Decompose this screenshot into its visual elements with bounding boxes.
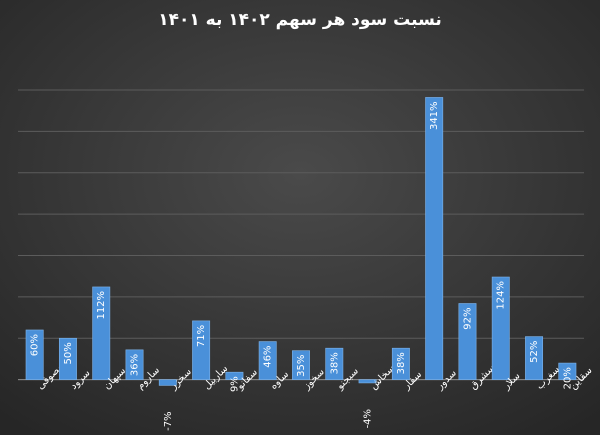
bar xyxy=(325,347,344,380)
bar xyxy=(358,379,377,384)
value-label: 92% xyxy=(462,307,473,329)
value-label: 38% xyxy=(329,352,340,374)
value-label: 60% xyxy=(30,334,41,356)
value-label: 35% xyxy=(296,355,307,377)
bar xyxy=(258,341,277,380)
value-label: -7% xyxy=(163,411,174,430)
bar xyxy=(558,362,577,380)
value-label: 112% xyxy=(96,291,107,320)
bar xyxy=(225,371,244,380)
chart-title: نسبت سود هر سهم ۱۴۰۲ به ۱۴۰۱ xyxy=(158,10,442,30)
value-label: 124% xyxy=(496,281,507,310)
value-label: 52% xyxy=(529,341,540,363)
value-label: 341% xyxy=(429,101,440,130)
bar xyxy=(92,286,111,380)
value-label: -4% xyxy=(363,409,374,428)
bar xyxy=(125,349,144,380)
bar xyxy=(58,337,77,380)
bar xyxy=(491,276,510,380)
bar xyxy=(192,320,211,380)
value-label: 71% xyxy=(196,325,207,347)
value-label: 50% xyxy=(63,342,74,364)
value-label: 9% xyxy=(229,376,240,392)
bar xyxy=(158,379,177,386)
bar xyxy=(25,329,44,380)
bar xyxy=(525,336,544,380)
value-label: 38% xyxy=(396,352,407,374)
value-label: 36% xyxy=(130,354,141,376)
bar xyxy=(292,350,310,380)
bar xyxy=(391,347,410,380)
bar xyxy=(425,97,444,380)
value-label: 46% xyxy=(263,346,274,368)
bar xyxy=(458,303,477,380)
value-label: 20% xyxy=(562,367,573,389)
